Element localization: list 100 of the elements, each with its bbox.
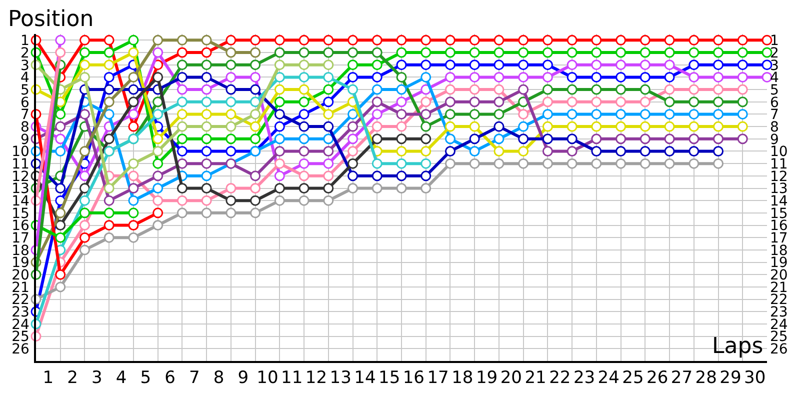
point — [640, 60, 650, 70]
point — [128, 183, 139, 194]
point — [104, 134, 114, 144]
point — [323, 47, 334, 58]
point — [640, 84, 650, 95]
point — [323, 96, 334, 108]
point — [250, 195, 261, 206]
point — [664, 96, 675, 108]
point — [226, 60, 236, 70]
point — [201, 170, 212, 182]
point — [420, 183, 432, 194]
point — [664, 47, 675, 58]
point — [298, 195, 310, 206]
point — [55, 220, 66, 231]
x-tick-label: 28 — [695, 368, 717, 388]
point — [226, 47, 236, 58]
y2-tick-label: 26 — [770, 342, 788, 358]
point — [226, 34, 236, 46]
point — [152, 108, 164, 120]
point — [737, 72, 748, 82]
point — [274, 60, 285, 70]
point — [737, 84, 748, 95]
point — [713, 121, 724, 132]
point — [79, 208, 90, 218]
point — [274, 108, 285, 120]
point — [176, 183, 188, 194]
point — [542, 72, 553, 82]
point — [201, 158, 212, 169]
point — [274, 134, 285, 144]
point — [323, 34, 334, 46]
point — [372, 47, 382, 58]
point — [372, 183, 382, 194]
point — [176, 34, 188, 46]
point — [274, 121, 285, 132]
point — [591, 134, 602, 144]
point — [591, 108, 602, 120]
point — [444, 134, 456, 144]
point — [420, 60, 432, 70]
point — [274, 195, 285, 206]
point — [152, 96, 164, 108]
point — [274, 34, 285, 46]
point — [664, 158, 675, 169]
point — [444, 146, 456, 156]
point — [444, 60, 456, 70]
x-tick-label: 10 — [256, 368, 278, 388]
point — [104, 96, 114, 108]
point — [55, 282, 66, 292]
point — [176, 134, 188, 144]
point — [55, 208, 66, 218]
point — [469, 134, 480, 144]
point — [420, 108, 432, 120]
point — [664, 60, 675, 70]
point — [274, 170, 285, 182]
point — [591, 158, 602, 169]
point — [420, 96, 432, 108]
x-tick-label: 20 — [500, 368, 522, 388]
point — [688, 60, 700, 70]
point — [55, 108, 66, 120]
point — [226, 121, 236, 132]
point — [201, 208, 212, 218]
point — [616, 60, 626, 70]
point — [542, 146, 553, 156]
point — [542, 134, 553, 144]
point — [250, 183, 261, 194]
point — [250, 72, 261, 82]
point — [226, 134, 236, 144]
point — [616, 84, 626, 95]
point — [566, 158, 578, 169]
point — [323, 60, 334, 70]
point — [250, 170, 261, 182]
y-axis-title: Position — [8, 7, 94, 32]
point — [494, 84, 504, 95]
x-tick-label: 9 — [238, 368, 249, 388]
point — [274, 72, 285, 82]
point — [250, 134, 261, 144]
point — [664, 121, 675, 132]
point — [542, 108, 553, 120]
x-tick-label: 8 — [213, 368, 224, 388]
point — [494, 108, 504, 120]
point — [591, 34, 602, 46]
x-tick-label: 11 — [281, 368, 303, 388]
point — [274, 47, 285, 58]
point — [396, 72, 407, 82]
point — [616, 34, 626, 46]
point — [348, 47, 358, 58]
point — [323, 121, 334, 132]
point — [688, 146, 700, 156]
x-tick-label: 7 — [188, 368, 200, 388]
point — [616, 121, 626, 132]
point — [469, 72, 480, 82]
point — [79, 34, 90, 46]
point — [226, 72, 236, 82]
point — [518, 158, 529, 169]
point — [420, 158, 432, 169]
x-tick-label: 18 — [452, 368, 474, 388]
point — [420, 134, 432, 144]
point — [55, 34, 66, 46]
point — [104, 220, 114, 231]
point — [152, 183, 164, 194]
point — [713, 34, 724, 46]
